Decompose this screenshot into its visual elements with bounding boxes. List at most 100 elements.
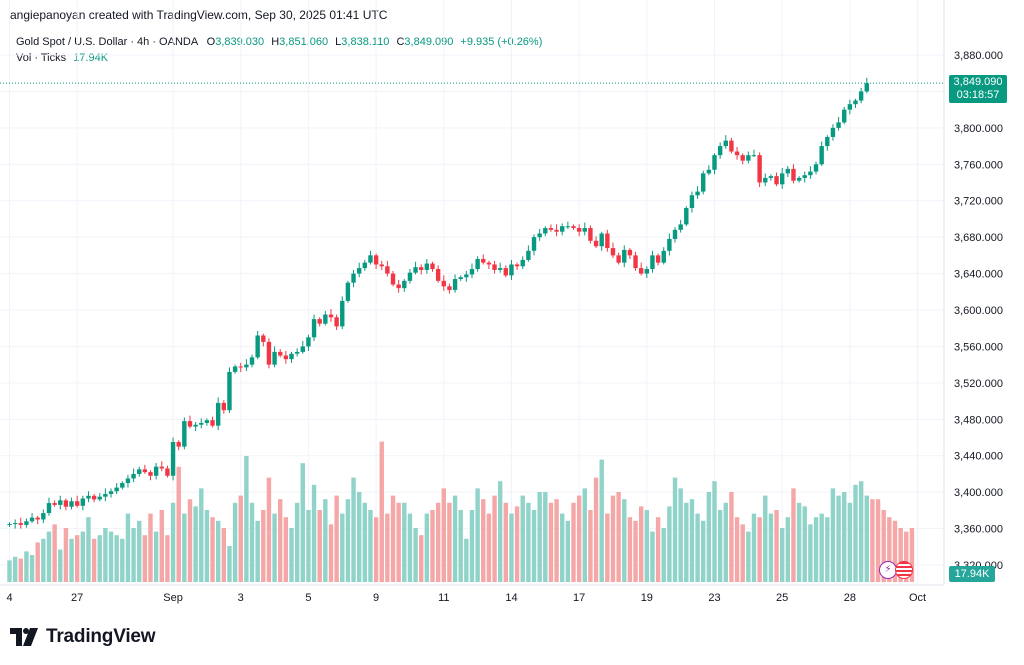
volume-bar xyxy=(779,528,785,582)
volume-bar xyxy=(740,524,745,582)
volume-bar xyxy=(278,499,283,582)
volume-bar xyxy=(187,499,193,582)
candle-body xyxy=(486,262,492,265)
volume-bar xyxy=(548,502,554,582)
low-value: 3,838.110 xyxy=(341,36,390,48)
candle-body xyxy=(210,420,215,426)
volume-bar xyxy=(909,528,915,582)
candle-body xyxy=(227,371,232,411)
volume-bar xyxy=(729,492,734,582)
us-flag-event-icon[interactable] xyxy=(895,561,913,579)
volume-bar xyxy=(272,513,277,582)
volume-bar xyxy=(424,513,430,582)
volume-bar xyxy=(655,517,661,582)
volume-bar xyxy=(616,492,621,582)
candle-body xyxy=(244,364,249,368)
candle-body xyxy=(137,469,142,474)
candle-body xyxy=(255,335,260,358)
volume-bar xyxy=(131,528,136,582)
candle-body xyxy=(481,259,486,263)
volume-bar xyxy=(323,499,328,582)
candle-body xyxy=(650,255,655,270)
volume-bar xyxy=(796,502,802,582)
volume-bar xyxy=(29,555,35,582)
time-tick-label: 11 xyxy=(438,592,449,604)
candle-body xyxy=(706,169,712,174)
volume-bar xyxy=(481,499,486,582)
candle-body xyxy=(469,269,475,275)
symbol-title[interactable]: Gold Spot / U.S. Dollar · 4h · OANDA xyxy=(16,36,198,48)
candle-body xyxy=(407,272,413,281)
candle-body xyxy=(836,122,841,128)
volume-bar xyxy=(712,481,717,582)
volume-bar xyxy=(86,517,91,582)
candle-body xyxy=(751,155,757,157)
volume-bar xyxy=(120,538,125,582)
candle-body xyxy=(7,524,12,526)
time-tick-label: 23 xyxy=(708,592,720,604)
time-tick-label: 4 xyxy=(6,592,12,604)
candle-body xyxy=(306,337,311,347)
volume-bar xyxy=(875,499,881,582)
candle-body xyxy=(520,259,525,267)
price-tick-label: 3,480.000 xyxy=(954,414,1003,426)
candle-body xyxy=(413,267,418,273)
volume-bar xyxy=(599,459,604,582)
tradingview-logo[interactable]: TradingView xyxy=(10,625,156,649)
volume-bar xyxy=(35,542,40,582)
volume-bar xyxy=(492,495,497,582)
volume-bar xyxy=(311,484,317,582)
price-tick-label: 3,760.000 xyxy=(954,159,1003,171)
candle-body xyxy=(531,237,537,251)
volume-bar xyxy=(238,495,243,582)
candle-body xyxy=(475,259,480,270)
volume-bar xyxy=(678,488,683,582)
volume-bar xyxy=(362,502,368,582)
last-price-value: 3,849.090 xyxy=(953,76,1003,88)
candle-body xyxy=(41,513,46,520)
volume-bar xyxy=(469,510,475,582)
volume-bar xyxy=(63,528,69,582)
candle-body xyxy=(729,140,734,152)
volume-bar xyxy=(165,535,170,582)
candle-body xyxy=(791,168,796,181)
price-tick-label: 3,400.000 xyxy=(954,487,1003,499)
price-tick-label: 3,520.000 xyxy=(954,378,1003,390)
volume-bar xyxy=(706,492,712,582)
lightning-event-icon[interactable]: ⚡ xyxy=(879,561,897,579)
last-volume-badge: 17.94K xyxy=(949,566,995,582)
candle-body xyxy=(24,521,29,525)
bar-countdown: 03:18:57 xyxy=(956,89,1000,101)
candle-body xyxy=(120,483,125,488)
candle-body xyxy=(238,366,243,368)
change-value: +9.935 (+0.26%) xyxy=(460,36,543,48)
volume-bar xyxy=(80,531,86,582)
candle-body xyxy=(497,268,503,270)
candle-body xyxy=(165,468,170,476)
volume-bar xyxy=(396,502,401,582)
candle-body xyxy=(842,109,847,123)
volume-bar xyxy=(193,506,198,582)
volume-bar xyxy=(407,513,413,582)
volume-bar xyxy=(588,510,593,582)
volume-bar xyxy=(633,520,638,582)
candle-body xyxy=(599,233,604,247)
price-chart[interactable]: 3,880.0003,840.0003,800.0003,760.0003,72… xyxy=(0,0,1024,615)
candle-body xyxy=(317,319,322,324)
volume-bar xyxy=(452,495,458,582)
volume-bar xyxy=(328,524,334,582)
candle-body xyxy=(819,146,824,165)
candle-body xyxy=(176,442,181,447)
volume-bar xyxy=(503,502,509,582)
volume-bar xyxy=(582,488,587,582)
volume-bar xyxy=(46,531,52,582)
volume-bar xyxy=(7,560,12,582)
volume-bar xyxy=(18,558,23,582)
volume-bar xyxy=(351,477,356,582)
candle-body xyxy=(159,466,164,469)
volume-bar xyxy=(774,510,779,582)
volume-bar xyxy=(261,510,266,582)
time-tick-label: 19 xyxy=(641,592,653,604)
volume-bar xyxy=(441,488,446,582)
price-tick-label: 3,360.000 xyxy=(954,524,1003,536)
